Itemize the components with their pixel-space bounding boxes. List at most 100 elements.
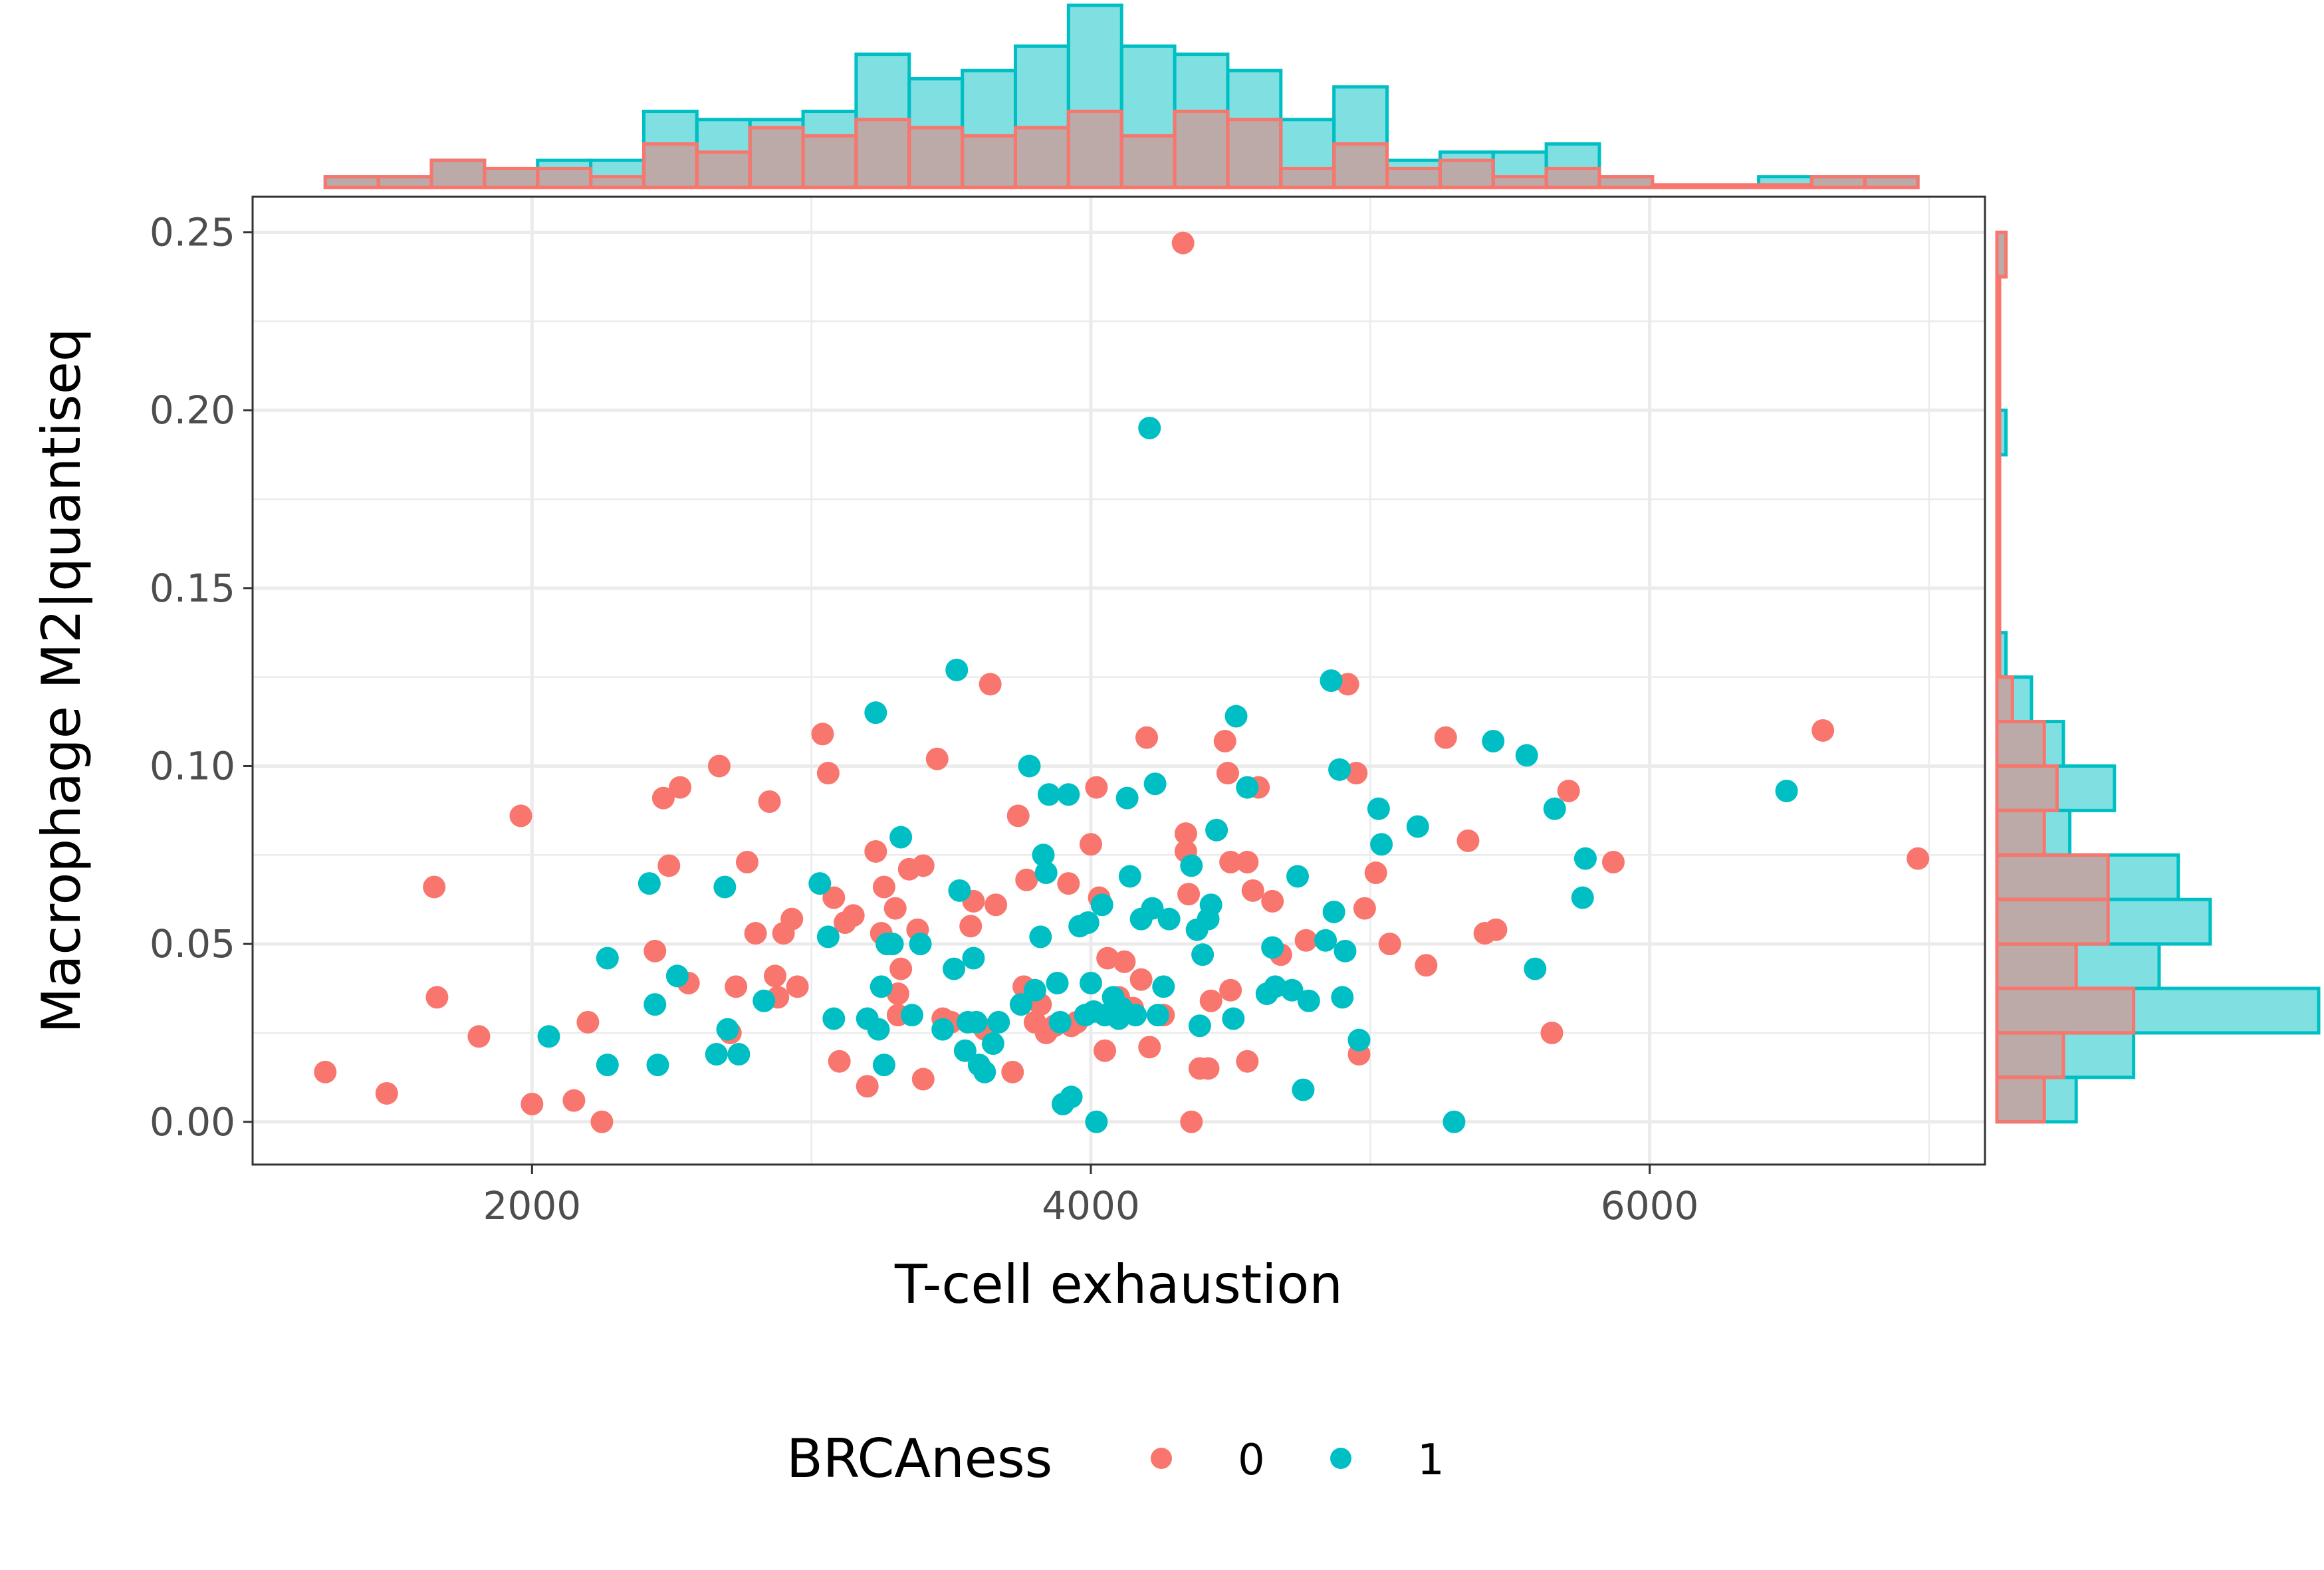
top-histogram-bar-group-0 — [1226, 118, 1283, 189]
y-tick-label: 0.05 — [150, 921, 235, 966]
right-histogram-bar-group-0 — [1995, 1031, 2065, 1079]
data-point-group-0 — [1811, 719, 1835, 742]
data-point-group-0 — [1219, 978, 1242, 1002]
right-histogram-bar-group-0 — [1995, 1075, 2046, 1124]
data-point-group-0 — [864, 840, 887, 863]
data-point-group-1 — [1046, 972, 1069, 994]
data-point-group-1 — [1157, 907, 1181, 931]
data-point-group-1 — [1775, 779, 1798, 802]
y-tick-label: 0.10 — [150, 743, 235, 788]
data-point-group-1 — [1524, 957, 1547, 980]
data-point-group-1 — [1347, 1028, 1371, 1052]
y-tick-label: 0.20 — [150, 388, 235, 433]
data-point-group-0 — [657, 854, 681, 877]
data-point-group-1 — [987, 1010, 1010, 1034]
top-histogram-bar-group-0 — [1597, 175, 1655, 189]
data-point-group-0 — [467, 1025, 491, 1048]
data-point-group-1 — [1261, 936, 1284, 959]
data-point-group-1 — [1543, 797, 1566, 820]
data-point-group-0 — [811, 723, 834, 746]
top-histogram-bar-group-0 — [536, 166, 593, 189]
data-point-group-1 — [981, 1032, 1004, 1055]
top-histogram-bar-group-0 — [1651, 183, 1708, 189]
data-point-group-0 — [1079, 833, 1102, 856]
data-point-group-0 — [1135, 726, 1159, 749]
data-point-group-1 — [1236, 776, 1259, 799]
data-point-group-1 — [1146, 1004, 1169, 1027]
data-point-group-0 — [314, 1060, 337, 1083]
data-point-group-1 — [705, 1043, 728, 1066]
right-histogram-bar-group-0 — [1995, 853, 2110, 901]
top-histogram-bar-group-0 — [1385, 166, 1442, 189]
data-point-group-1 — [931, 1018, 955, 1041]
data-point-group-0 — [1057, 872, 1080, 895]
data-point-group-0 — [725, 975, 748, 998]
data-point-group-1 — [889, 826, 913, 849]
data-point-group-0 — [576, 1010, 600, 1034]
top-histogram-bar-group-0 — [483, 166, 540, 189]
right-histogram-bar-group-0 — [1995, 675, 2014, 724]
data-point-group-1 — [1118, 865, 1141, 888]
data-point-group-0 — [669, 776, 692, 799]
data-point-group-0 — [764, 964, 787, 988]
top-histogram-bar-group-0 — [961, 134, 1017, 189]
data-point-group-0 — [1415, 954, 1438, 977]
x-tick-label: 2000 — [483, 1183, 582, 1228]
data-point-group-0 — [1129, 968, 1153, 991]
data-point-group-0 — [828, 1050, 851, 1073]
data-point-group-0 — [925, 747, 949, 770]
right-histogram-bar-group-0 — [1995, 586, 2002, 635]
right-histogram-bar-group-0 — [1995, 542, 2002, 590]
data-point-group-1 — [1037, 783, 1060, 806]
data-point-group-1 — [1090, 893, 1113, 917]
data-point-group-1 — [1334, 939, 1357, 962]
data-point-group-0 — [1601, 851, 1625, 873]
data-point-group-1 — [1138, 416, 1161, 439]
data-point-group-0 — [590, 1110, 614, 1133]
data-point-group-1 — [900, 1004, 923, 1027]
top-histogram-bar-group-0 — [323, 175, 380, 189]
data-point-group-0 — [735, 851, 758, 873]
data-point-group-0 — [1174, 822, 1197, 845]
data-point-group-1 — [1188, 1014, 1211, 1038]
right-histogram-bar-group-0 — [1995, 497, 2002, 546]
top-histogram-bar-group-0 — [1013, 126, 1070, 189]
right-histogram-bar-group-0 — [1995, 897, 2110, 946]
data-point-group-1 — [1571, 886, 1594, 909]
data-point-group-0 — [911, 854, 935, 877]
top-histogram-bar-group-0 — [1438, 158, 1495, 189]
panel-border — [251, 195, 1986, 1166]
data-point-group-1 — [1482, 730, 1505, 752]
data-point-group-1 — [537, 1025, 560, 1048]
top-histogram-bar-group-0 — [589, 175, 645, 189]
data-point-group-1 — [1199, 893, 1222, 917]
right-marginal-histogram — [1995, 231, 2321, 1124]
data-point-group-0 — [1093, 1039, 1116, 1062]
data-point-group-0 — [1907, 847, 1930, 870]
data-point-group-1 — [945, 658, 969, 681]
data-point-group-1 — [1180, 854, 1203, 877]
top-histogram-bar-group-0 — [1757, 183, 1813, 189]
x-tick-label: 4000 — [1042, 1183, 1140, 1228]
top-histogram-bar-group-0 — [695, 150, 752, 189]
data-point-group-1 — [1023, 978, 1046, 1002]
top-histogram-bar-group-0 — [854, 118, 911, 189]
data-point-group-1 — [1573, 847, 1597, 870]
data-point-group-0 — [842, 904, 865, 927]
data-point-group-0 — [1113, 950, 1136, 973]
right-histogram-bar-group-0 — [1995, 453, 2002, 501]
data-point-group-1 — [1280, 978, 1304, 1002]
data-point-group-1 — [1152, 975, 1175, 998]
data-point-group-1 — [1141, 897, 1164, 920]
data-point-group-1 — [965, 1010, 988, 1034]
data-point-group-1 — [1143, 772, 1167, 796]
data-point-group-1 — [753, 989, 776, 1012]
data-point-group-1 — [1191, 943, 1215, 966]
data-point-group-1 — [822, 1007, 846, 1030]
data-point-group-1 — [1515, 744, 1538, 767]
data-point-group-1 — [713, 875, 737, 899]
data-point-group-0 — [911, 1067, 935, 1091]
top-histogram-bar-group-0 — [1809, 175, 1867, 189]
data-point-group-1 — [1406, 815, 1429, 838]
data-point-group-1 — [909, 933, 932, 956]
